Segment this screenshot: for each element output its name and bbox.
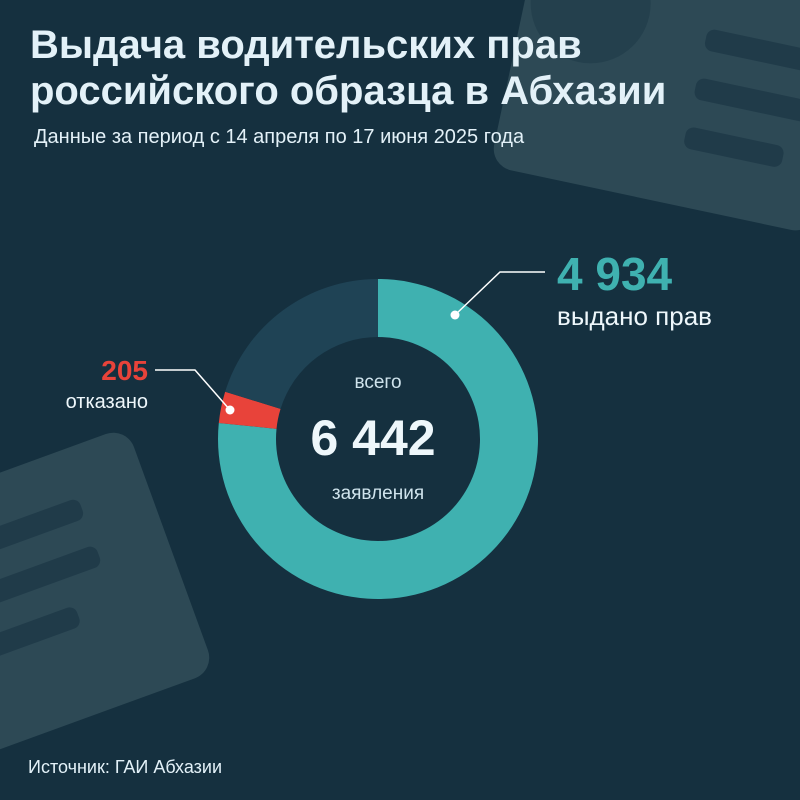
license-card-bottom-left-icon	[0, 432, 210, 768]
issued-leader-line	[454, 271, 545, 316]
refused-leader-line	[155, 369, 231, 411]
refused-value: 205	[101, 355, 148, 386]
total-caption-top: всего	[354, 372, 402, 393]
page-subtitle: Данные за период с 14 апреля по 17 июня …	[34, 126, 525, 148]
refused-callout	[155, 369, 235, 415]
page-title: Выдача водительских прав российского обр…	[30, 23, 667, 113]
source-note: Источник: ГАИ Абхазии	[28, 757, 223, 777]
donut-slices	[218, 279, 539, 599]
issued-label: выдано прав	[557, 301, 712, 331]
refused-marker	[225, 405, 235, 415]
donut-slice-0	[218, 279, 539, 599]
donut-slice-2	[225, 279, 378, 409]
issued-value: 4 934	[557, 248, 673, 300]
donut-slice-1	[218, 391, 281, 429]
issued-marker	[450, 310, 460, 320]
total-caption-bottom: заявления	[331, 483, 425, 504]
refused-label: отказано	[65, 391, 148, 413]
issued-callout	[450, 271, 545, 320]
total-value: 6 442	[310, 410, 436, 466]
license-card-top-right-icon	[493, 0, 800, 231]
